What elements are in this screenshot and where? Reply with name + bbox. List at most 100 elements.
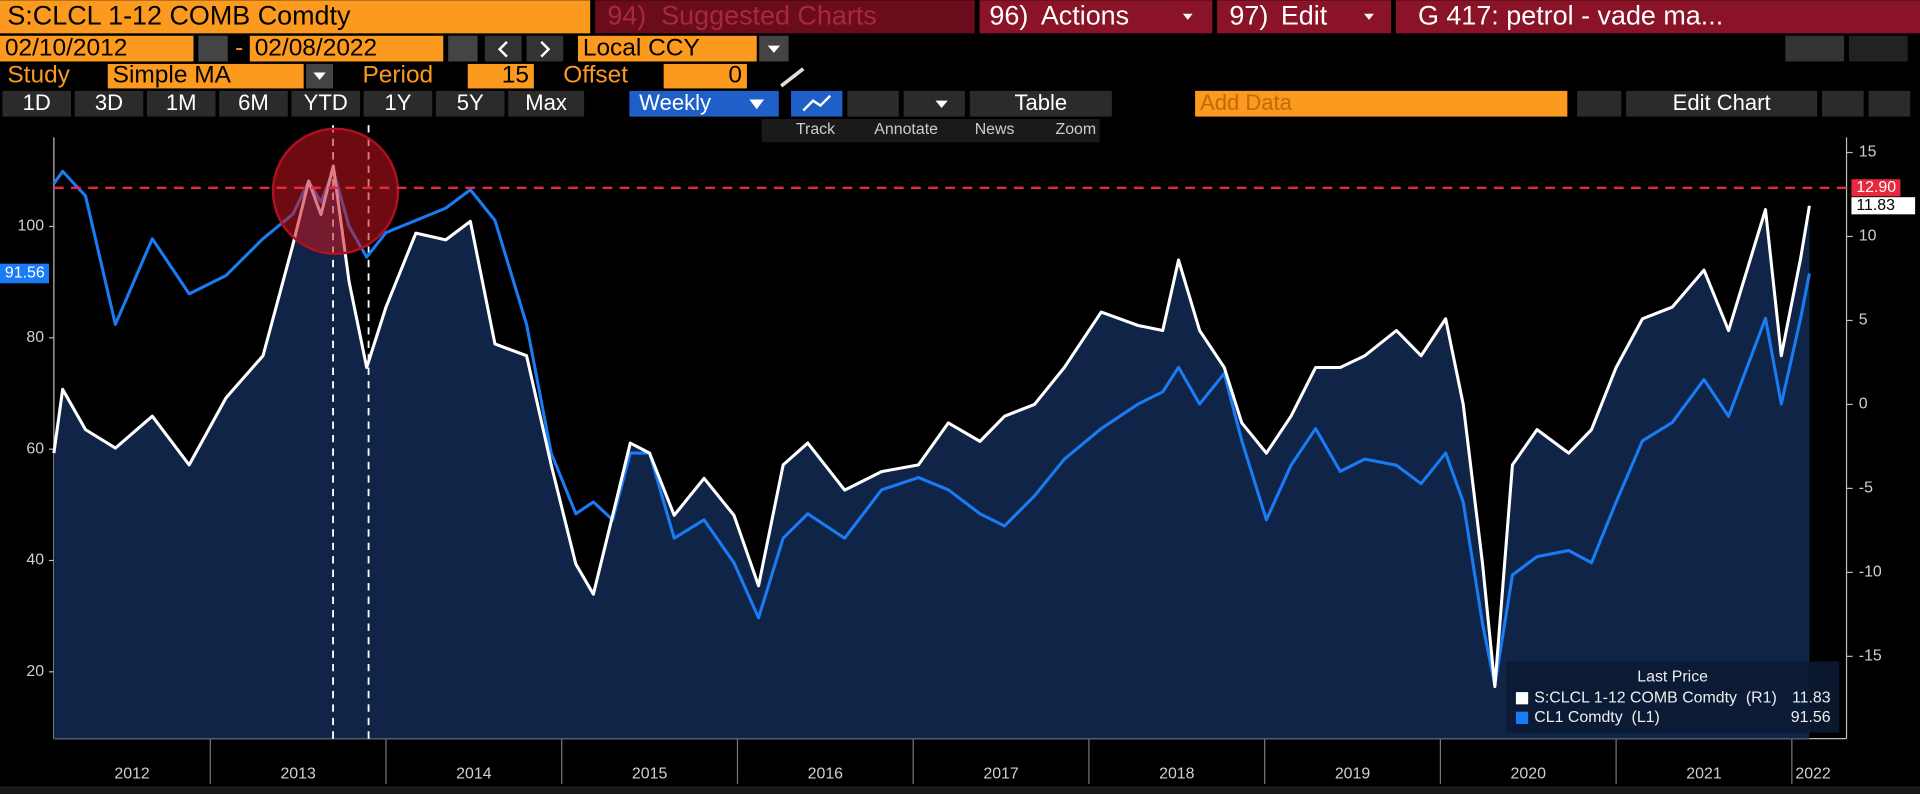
frequency: Weekly <box>639 90 711 115</box>
menu-num: 96) <box>989 1 1028 31</box>
legend-box <box>1506 661 1840 733</box>
range-label: Max <box>525 90 567 115</box>
study-box[interactable] <box>107 63 304 89</box>
x-tick-label: 2021 <box>1686 765 1722 782</box>
dropdown-arrow <box>767 45 780 53</box>
menu-num: 94) <box>607 1 646 31</box>
undo-button[interactable] <box>1785 35 1845 62</box>
dropdown-arrow <box>1182 13 1193 20</box>
settings-button[interactable] <box>1822 90 1864 117</box>
period-box[interactable] <box>467 63 534 89</box>
edit-chart-button[interactable] <box>1626 90 1818 117</box>
range-label: 5Y <box>457 90 484 115</box>
range-label: 1D <box>23 90 51 115</box>
menu-edit[interactable] <box>1217 0 1392 34</box>
pen-icon <box>780 67 805 88</box>
last-tag <box>1851 197 1916 215</box>
y-tick-label: 40 <box>26 552 44 569</box>
range-label: 1M <box>166 90 197 115</box>
y2-tick-label: -5 <box>1859 480 1873 497</box>
table: Table <box>1014 90 1067 115</box>
range-button[interactable] <box>74 90 144 117</box>
x-tick-label: 2016 <box>808 765 844 782</box>
menu-label: Actions <box>1041 1 1129 31</box>
menu-suggested[interactable] <box>595 0 975 34</box>
y2-tick-label: 5 <box>1859 312 1868 329</box>
end-date-box[interactable] <box>249 35 444 62</box>
area <box>53 165 1810 739</box>
range-label: 1Y <box>384 90 411 115</box>
tool-label: Zoom <box>1056 121 1097 138</box>
offset-label: Offset <box>563 62 628 89</box>
chart-type-dropdown[interactable] <box>903 90 965 117</box>
next-icon <box>540 41 551 58</box>
title-box <box>1395 0 1920 34</box>
security: S:CLCL 1-12 COMB Comdty <box>7 1 351 31</box>
next-button[interactable] <box>526 35 564 62</box>
y-tick-label: 80 <box>26 329 44 346</box>
y-tick-label: 100 <box>18 218 45 235</box>
candle-button[interactable] <box>847 90 899 117</box>
legend-label: S:CLCL 1-12 COMB Comdty (R1) <box>1534 689 1776 706</box>
table-button[interactable] <box>969 90 1112 117</box>
legend-swatch <box>1515 711 1529 724</box>
tools-bar <box>761 119 1100 143</box>
tool-label: Annotate <box>874 121 938 138</box>
highlight-circle <box>271 127 400 255</box>
start-date-box[interactable] <box>0 35 194 62</box>
security-box[interactable] <box>0 0 591 34</box>
prev-button[interactable] <box>484 35 522 62</box>
dropdown-arrow <box>313 72 326 80</box>
currency-box[interactable] <box>577 35 757 62</box>
range-button[interactable] <box>146 90 216 117</box>
legend-swatch <box>1515 692 1529 705</box>
prev-icon <box>497 41 508 58</box>
period-label: Period <box>362 62 433 89</box>
chart-title: G 417: petrol - vade ma... <box>1418 1 1723 31</box>
legend-value: 11.83 <box>1792 689 1831 706</box>
range-button[interactable] <box>291 90 360 117</box>
menu-num: 97) <box>1229 1 1268 31</box>
last-value: 91.56 <box>5 265 45 282</box>
x-tick-label: 2019 <box>1335 765 1371 782</box>
range-button[interactable] <box>508 90 585 117</box>
y-tick-label: 60 <box>26 440 44 457</box>
range-button[interactable] <box>219 90 288 117</box>
last-tag <box>0 263 49 284</box>
dropdown-arrow <box>935 100 948 109</box>
offset: 0 <box>728 62 742 89</box>
y2-tick-label: -10 <box>1859 564 1882 581</box>
range-button[interactable] <box>2 90 72 117</box>
edit-chart: Edit Chart <box>1673 90 1771 115</box>
add-data: Add Data <box>1200 90 1293 115</box>
study: Simple MA <box>113 62 232 89</box>
calendar-button[interactable] <box>198 35 228 62</box>
x-tick-label: 2014 <box>456 765 492 782</box>
range-button[interactable] <box>363 90 433 117</box>
legend-value: 91.56 <box>1791 709 1831 726</box>
range-button[interactable] <box>435 90 505 117</box>
y2-tick-label: 15 <box>1859 144 1877 161</box>
x-axis-band <box>0 786 1920 794</box>
collapse-button[interactable] <box>1577 90 1622 117</box>
menu-actions[interactable] <box>979 0 1213 34</box>
offset-box[interactable] <box>663 63 747 89</box>
calendar-button[interactable] <box>448 35 478 62</box>
line-icon <box>802 94 832 112</box>
y-tick-label: 20 <box>26 663 44 680</box>
range-label: 3D <box>95 90 123 115</box>
menu-label: Suggested Charts <box>661 1 877 31</box>
add-data-box[interactable] <box>1195 90 1568 117</box>
y2-tick-label: 10 <box>1859 228 1877 245</box>
plot: 20 40 60 80 100 -15 -10 -5 0 5 10 15 2012 2013 2014 201… <box>0 125 1920 794</box>
last-value: 11.83 <box>1856 197 1895 214</box>
period: 15 <box>502 62 529 89</box>
tool-label: Track <box>796 121 835 138</box>
gear-button[interactable] <box>1868 90 1911 117</box>
start-date: 02/10/2012 <box>5 35 127 62</box>
menu-label: Edit <box>1281 1 1328 31</box>
currency: Local CCY <box>583 35 700 62</box>
redo-button[interactable] <box>1848 35 1908 62</box>
